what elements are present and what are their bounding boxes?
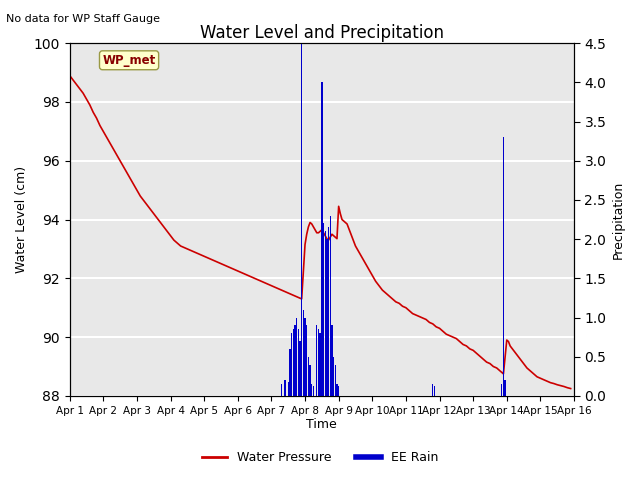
Bar — [309, 364, 311, 396]
Bar — [338, 386, 339, 396]
Bar — [300, 341, 301, 396]
Bar — [326, 239, 328, 396]
Bar — [434, 386, 435, 396]
Bar — [335, 364, 336, 396]
Y-axis label: Precipitation: Precipitation — [612, 180, 625, 259]
Bar — [291, 333, 292, 396]
Bar — [289, 349, 291, 396]
Bar — [323, 224, 324, 396]
Bar — [319, 333, 321, 396]
Bar — [281, 384, 282, 396]
Bar — [324, 231, 326, 396]
Bar — [287, 382, 289, 396]
Bar — [298, 329, 299, 396]
Bar — [333, 357, 334, 396]
Bar — [432, 384, 433, 396]
Bar — [316, 325, 317, 396]
Bar — [294, 325, 296, 396]
Bar — [336, 384, 338, 396]
Text: WP_met: WP_met — [102, 54, 156, 67]
Bar — [292, 329, 294, 396]
Bar — [321, 83, 323, 396]
Bar — [296, 318, 298, 396]
Bar — [311, 384, 312, 396]
Bar — [328, 228, 329, 396]
Bar — [330, 216, 331, 396]
Bar — [306, 325, 307, 396]
Bar — [303, 310, 304, 396]
Bar — [313, 386, 314, 396]
Title: Water Level and Precipitation: Water Level and Precipitation — [200, 24, 444, 42]
Text: No data for WP Staff Gauge: No data for WP Staff Gauge — [6, 14, 161, 24]
X-axis label: Time: Time — [307, 419, 337, 432]
Bar — [305, 318, 306, 396]
Bar — [332, 325, 333, 396]
Y-axis label: Water Level (cm): Water Level (cm) — [15, 166, 28, 273]
Bar — [503, 137, 504, 396]
Bar — [284, 380, 285, 396]
Legend: Water Pressure, EE Rain: Water Pressure, EE Rain — [196, 446, 444, 469]
Bar — [504, 380, 506, 396]
Bar — [501, 384, 502, 396]
Bar — [301, 43, 302, 396]
Bar — [318, 329, 319, 396]
Bar — [308, 357, 309, 396]
